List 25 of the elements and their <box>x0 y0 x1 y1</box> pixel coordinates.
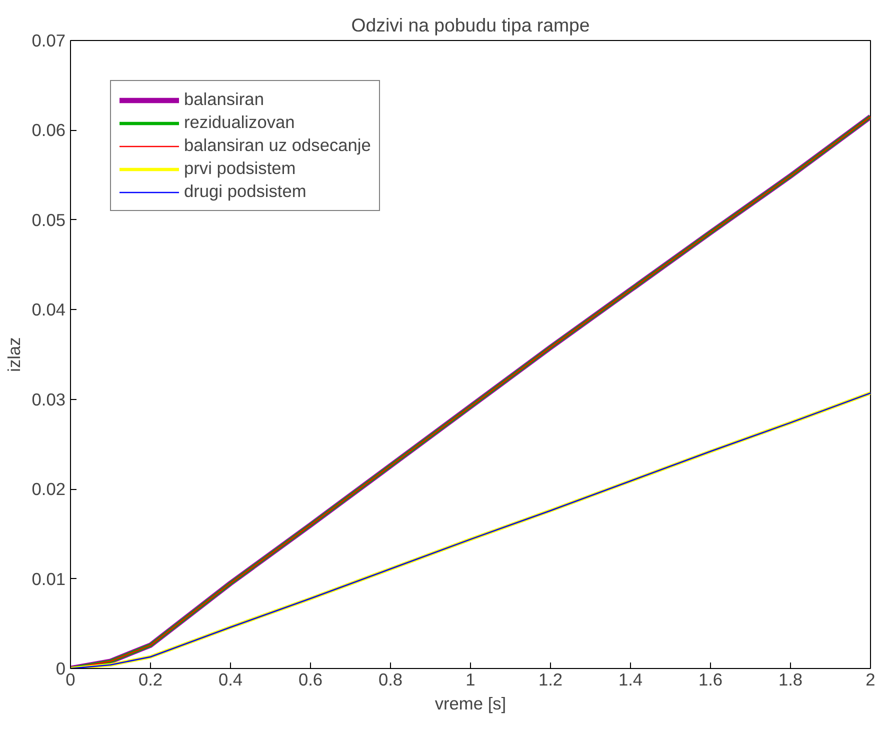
legend-label: prvi podsistem <box>184 158 296 179</box>
x-tick-label: 1.8 <box>778 670 803 690</box>
x-tick-label: 0.6 <box>298 670 323 690</box>
y-tick-label: 0.05 <box>32 210 66 230</box>
y-tick-label: 0.02 <box>32 479 66 500</box>
legend-label: rezidualizovan <box>184 112 295 133</box>
x-tick-label: 1.2 <box>538 670 563 690</box>
x-tick-label: 2 <box>866 670 876 690</box>
chart-title: Odzivi na pobudu tipa rampe <box>351 14 590 36</box>
legend-label: drugi podsistem <box>184 181 306 202</box>
y-tick-label: 0.03 <box>32 389 66 410</box>
x-tick-label: 1.4 <box>618 670 643 690</box>
y-tick-label: 0.07 <box>32 30 66 50</box>
y-tick-label: 0.04 <box>32 300 66 320</box>
x-tick-label: 1 <box>466 670 476 690</box>
y-tick-label: 0.01 <box>32 568 66 589</box>
x-tick-label: 1.6 <box>698 670 723 690</box>
legend-label: balansiran uz odsecanje <box>184 135 371 156</box>
x-tick-label: 0.2 <box>138 670 163 690</box>
x-axis-title: vreme [s] <box>434 694 506 714</box>
x-tick-label: 0.8 <box>378 670 403 690</box>
y-axis-title: izlaz <box>4 337 24 372</box>
x-tick-label: 0.4 <box>218 670 243 690</box>
y-tick-label: 0.06 <box>32 120 66 140</box>
legend-label: balansiran <box>184 89 264 110</box>
